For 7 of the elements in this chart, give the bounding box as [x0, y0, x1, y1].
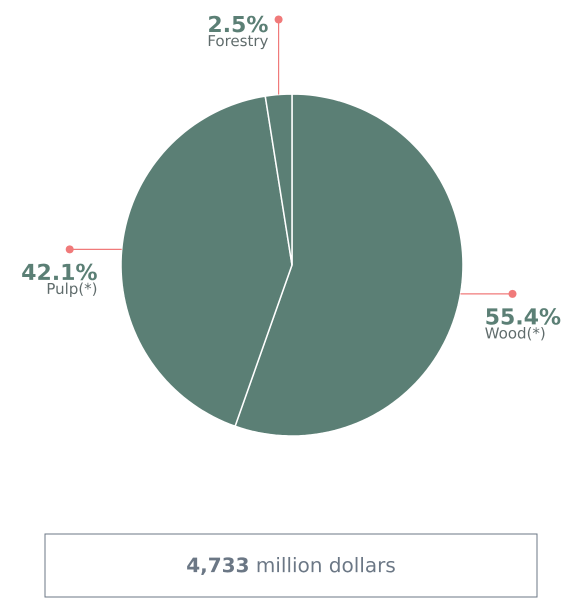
text: 4,733 million dollars: [187, 556, 395, 576]
slice-label: Wood(*): [485, 327, 544, 340]
slice-label: Forestry: [208, 35, 268, 50]
slice-label: Pulp(*): [48, 282, 96, 298]
data-label: 55.4%: [486, 308, 560, 325]
data-label: 2.5%: [209, 16, 268, 32]
data-label: 42.1%: [22, 264, 97, 280]
